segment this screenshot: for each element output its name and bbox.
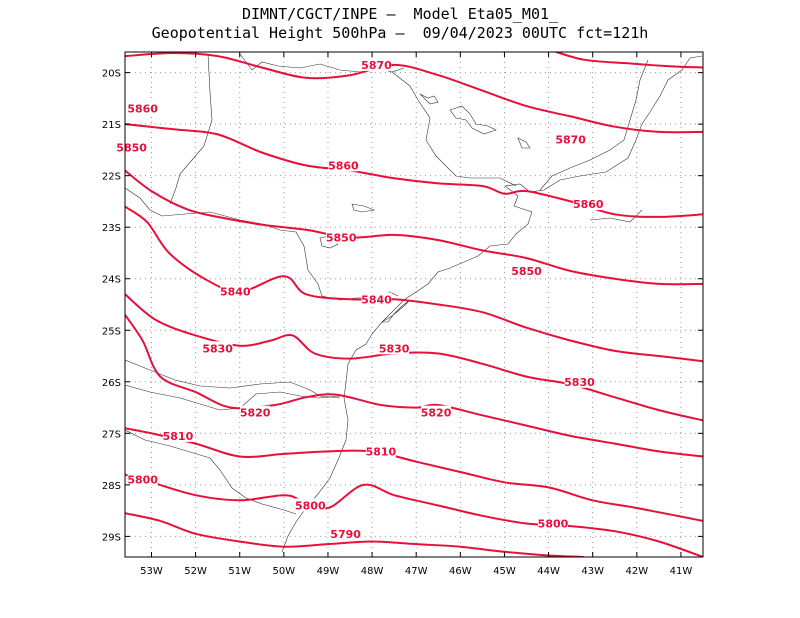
contour-label-5830: 5830 <box>202 342 233 355</box>
contour-label-bg <box>220 284 251 298</box>
state-border-2 <box>125 359 341 399</box>
height-contours <box>125 52 703 557</box>
contour-label-bg <box>295 498 326 512</box>
lat-tick-label: 28S <box>102 481 121 492</box>
state-border-8 <box>539 59 649 191</box>
lon-tick-label: 46W <box>449 566 472 577</box>
lon-tick-label: 43W <box>581 566 604 577</box>
lon-tick-label: 45W <box>493 566 516 577</box>
lat-tick-label: 23S <box>102 223 121 234</box>
contour-line-5870 <box>553 52 703 69</box>
contour-label-5800: 5800 <box>538 518 569 531</box>
contour-label-bg <box>573 197 604 211</box>
lon-tick-label: 44W <box>537 566 560 577</box>
contour-label-5810: 5810 <box>366 445 397 458</box>
contour-line-5840 <box>125 205 703 363</box>
contour-label-bg <box>127 101 158 115</box>
lat-tick-label: 26S <box>102 378 121 389</box>
contour-label-bg <box>328 158 359 172</box>
lon-tick-label: 41W <box>670 566 693 577</box>
lon-tick-label: 42W <box>626 566 649 577</box>
contour-labels: 5870 5870 5860 5860 5860 5850 5850 5850 5840 5840… <box>116 57 604 541</box>
lon-tick-label: 52W <box>184 566 207 577</box>
coastline <box>281 55 703 553</box>
lon-tick-label: 48W <box>361 566 384 577</box>
contour-label-bg <box>361 292 392 306</box>
contour-label-5790: 5790 <box>330 528 361 541</box>
contour-line-5860 <box>125 123 703 218</box>
lake-5 <box>517 137 531 149</box>
contour-label-5870: 5870 <box>361 59 392 72</box>
contour-label-5860: 5860 <box>573 198 604 211</box>
title-line-2: Geopotential Height 500hPa — 09/04/2023 … <box>151 24 649 42</box>
map-frame <box>124 51 704 558</box>
contour-label-bg <box>240 405 271 419</box>
contour-label-5810: 5810 <box>163 430 194 443</box>
title-line-1: DIMNT/CGCT/INPE — Model Eta05_M01_ <box>241 5 559 23</box>
lat-tick-label: 20S <box>102 69 121 80</box>
lon-tick-label: 50W <box>273 566 296 577</box>
contour-line-5870 <box>125 52 703 134</box>
contour-label-bg <box>330 526 361 540</box>
lake-4 <box>419 93 439 105</box>
contour-label-5850: 5850 <box>116 141 147 154</box>
lagoon <box>380 299 411 323</box>
contour-label-bg <box>379 341 410 355</box>
contour-label-5860: 5860 <box>328 159 359 172</box>
contour-label-5800: 5800 <box>295 499 326 512</box>
contour-line-5850 <box>125 169 703 286</box>
contour-label-5850: 5850 <box>511 265 542 278</box>
lat-tick-label: 25S <box>102 326 121 337</box>
contour-label-bg <box>365 444 396 458</box>
lat-tick-label: 24S <box>102 275 121 286</box>
state-border-3 <box>125 429 297 515</box>
contour-label-5800: 5800 <box>127 474 158 487</box>
coastline-and-borders <box>125 53 703 553</box>
contour-label-bg <box>537 516 568 530</box>
contour-line-5800 <box>125 473 703 557</box>
contour-line-5820 <box>125 314 703 458</box>
lat-tick-label: 22S <box>102 172 121 183</box>
contour-label-5830: 5830 <box>379 342 410 355</box>
lon-tick-label: 49W <box>317 566 340 577</box>
contour-label-5830: 5830 <box>564 376 595 389</box>
contour-label-5820: 5820 <box>421 407 452 420</box>
lake-3 <box>351 203 376 213</box>
contour-label-bg <box>361 57 392 71</box>
contour-label-bg <box>564 374 595 388</box>
lat-tick-label: 29S <box>102 532 121 543</box>
contour-label-5850: 5850 <box>326 232 357 245</box>
state-border-7 <box>391 71 517 187</box>
contour-label-bg <box>162 428 193 442</box>
contour-line-5790 <box>125 512 584 557</box>
contour-label-bg <box>555 132 586 146</box>
contour-label-5840: 5840 <box>361 293 392 306</box>
state-border-5 <box>169 53 213 205</box>
contour-label-5870: 5870 <box>555 134 586 147</box>
lon-tick-label: 53W <box>140 566 163 577</box>
lat-tick-label: 27S <box>102 429 121 440</box>
contour-label-5840: 5840 <box>220 286 251 299</box>
lat-tick-label: 21S <box>102 120 121 131</box>
contour-label-bg <box>202 341 233 355</box>
lon-tick-label: 51W <box>228 566 251 577</box>
contour-label-bg <box>326 230 357 244</box>
axis-ticks: 53W 52W 51W 50W 49W 48W 47W 46W 45W 44W 43W 42W 41W 2… <box>102 52 703 577</box>
contour-label-bg <box>116 140 147 154</box>
lake-1 <box>449 105 497 135</box>
lon-tick-label: 47W <box>405 566 428 577</box>
contour-label-bg <box>127 472 158 486</box>
contour-label-bg <box>511 264 542 278</box>
contour-label-5860: 5860 <box>127 103 158 116</box>
contour-label-bg <box>421 405 452 419</box>
contour-line-5810 <box>125 427 703 522</box>
state-border-1 <box>125 187 399 301</box>
contour-label-5820: 5820 <box>240 407 271 420</box>
